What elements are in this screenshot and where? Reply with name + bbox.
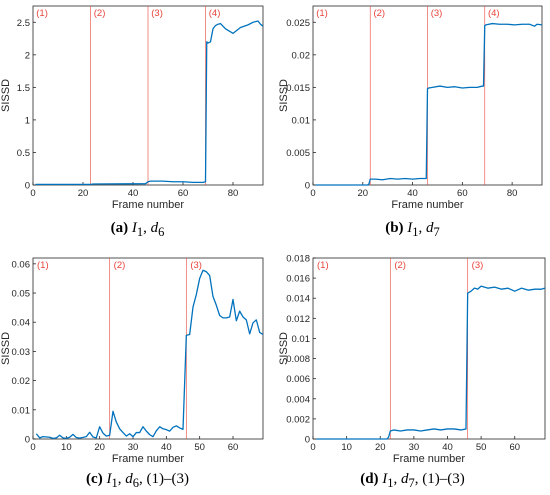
x-axis-label: Frame number [112,199,184,211]
y-tick-label: 0.06 [12,259,31,270]
x-tick-label: 0 [30,188,35,199]
caption-a: (a) I1, d6 [110,220,165,239]
x-tick-label: 0 [30,442,35,453]
region-label: (3) [190,260,202,271]
y-axis-label: SISSD [278,332,290,365]
y-axis-label: SISSD [0,79,12,112]
x-axis-label: Frame number [393,453,465,465]
y-tick-label: 0.008 [286,354,310,365]
plot-frame [32,257,264,440]
y-tick-label: 0.015 [286,83,310,94]
x-tick-label: 40 [128,188,139,199]
y-tick-label: 0.006 [286,374,310,385]
y-tick-label: 0.016 [286,274,310,285]
series-line [35,20,264,186]
y-tick-label: 0.5 [17,148,30,159]
y-tick-label: 0.002 [286,414,310,425]
y-tick-label: 1 [25,115,30,126]
x-tick-label: 0 [310,188,315,199]
region-label: (4) [488,8,500,19]
x-tick-label: 60 [509,442,520,453]
series-line [35,269,264,440]
y-axis-label: SISSD [278,79,290,112]
y-tick-label: 0.01 [292,115,311,126]
region-label: (2) [373,8,385,19]
y-tick-label: 0.05 [12,289,31,300]
y-tick-label: 2.5 [17,18,30,29]
region-label: (1) [36,8,48,19]
y-tick-label: 2 [25,50,30,61]
x-tick-label: 10 [341,442,352,453]
x-axis-label: Frame number [391,199,463,211]
plot-frame [312,257,546,440]
region-label: (3) [472,260,484,271]
y-tick-label: 0 [25,435,30,446]
x-tick-label: 30 [409,442,420,453]
x-tick-label: 40 [442,442,453,453]
region-label: (1) [317,260,329,271]
region-label: (2) [94,8,106,19]
x-tick-label: 0 [310,442,315,453]
y-tick-label: 0.014 [286,294,310,305]
chart-c: 0 10 20 30 40 50 60 0 0.01 0.02 0.03 0.04 0.05 0.06 (1… [0,257,264,465]
x-tick-label: 40 [161,442,172,453]
caption-c: (c) I1, d6, (1)–(3) [86,471,189,490]
x-tick-label: 20 [78,188,89,199]
y-tick-label: 0.03 [12,347,31,358]
y-tick-label: 0.012 [286,314,310,325]
x-tick-label: 60 [228,442,239,453]
x-tick-label: 10 [61,442,72,453]
caption-b: (b) I1, d7 [385,220,440,239]
x-axis-label: Frame number [112,453,184,465]
series-line [316,285,546,440]
x-tick-label: 50 [476,442,487,453]
y-tick-label: 0.005 [286,148,310,159]
x-tick-label: 60 [457,188,468,199]
x-tick-label: 80 [228,188,239,199]
y-tick-label: 0.01 [12,405,31,416]
region-label: (2) [394,260,406,271]
x-tick-label: 40 [407,188,418,199]
y-tick-label: 0.018 [286,254,310,265]
region-label: (3) [431,8,443,19]
region-label: (1) [316,8,328,19]
chart-b: 0 20 40 60 80 0 0.005 0.01 0.015 0.02 0.025 (1) (2) (… [278,5,543,211]
region-label: (3) [151,8,163,19]
region-label: (4) [209,8,221,19]
series-line [315,22,543,186]
y-tick-label: 0.025 [286,18,310,29]
x-tick-label: 60 [178,188,189,199]
x-tick-label: 20 [94,442,105,453]
y-tick-label: 0 [305,181,310,192]
y-tick-label: 1.5 [17,83,30,94]
y-tick-label: 0 [305,435,310,446]
x-tick-label: 20 [375,442,386,453]
region-label: (1) [37,260,49,271]
caption-d: (d) I1, d7, (1)–(3) [360,471,465,490]
x-tick-label: 50 [194,442,205,453]
y-tick-label: 0.02 [12,376,31,387]
x-tick-label: 30 [128,442,139,453]
chart-d: 0 10 20 30 40 50 60 0 0.002 0.004 0.006 0.008 0.01 0.… [278,254,546,465]
y-tick-label: 0.004 [286,394,310,405]
y-axis-label: SISSD [0,332,12,365]
y-tick-label: 0.01 [292,334,311,345]
region-label: (2) [114,260,126,271]
x-tick-label: 20 [357,188,368,199]
y-tick-label: 0.04 [12,318,31,329]
y-tick-label: 0 [25,181,30,192]
x-tick-label: 80 [507,188,518,199]
y-tick-label: 0.02 [292,50,311,61]
chart-a: 0 20 40 60 80 0 0.5 1 1.5 2 2.5 (1) (2) (3) (4) Frame n… [0,5,264,211]
